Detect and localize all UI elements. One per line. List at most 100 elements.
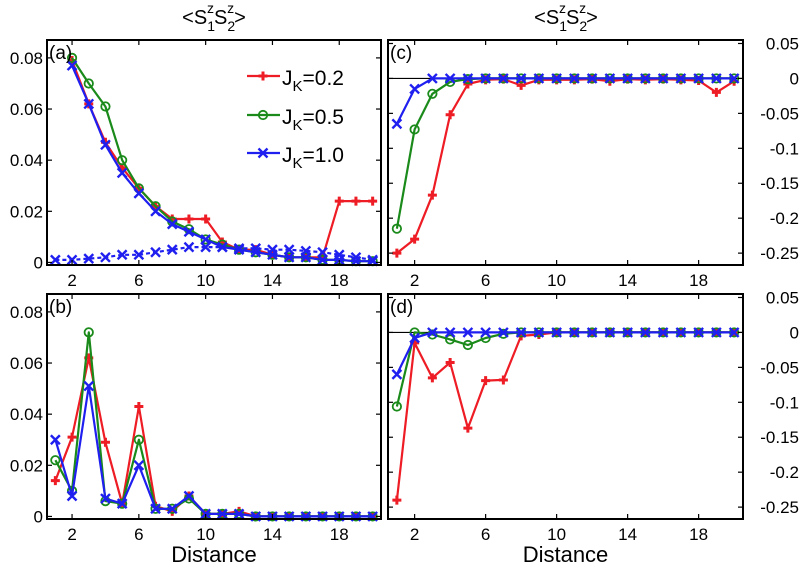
legend-entry-1 bbox=[247, 71, 280, 81]
series-line-3 bbox=[54, 384, 373, 518]
data-point bbox=[533, 327, 545, 338]
data-point bbox=[67, 432, 77, 442]
data-point bbox=[83, 98, 95, 110]
data-point bbox=[711, 73, 722, 84]
data-point bbox=[150, 246, 161, 258]
x-tick-label: 6 bbox=[481, 525, 490, 544]
y-tick-label: 0 bbox=[34, 507, 43, 526]
series-line-3 bbox=[395, 77, 735, 125]
data-point bbox=[410, 234, 420, 244]
data-point bbox=[66, 52, 78, 63]
x-tick-label: 18 bbox=[330, 525, 349, 544]
x-tick-label: 18 bbox=[330, 271, 349, 290]
data-point bbox=[116, 249, 128, 261]
data-point bbox=[657, 73, 669, 84]
series-line-4 bbox=[55, 246, 373, 261]
data-point bbox=[100, 437, 110, 447]
legend-label-0: JK=0.2 bbox=[282, 67, 344, 95]
data-point bbox=[66, 60, 78, 71]
data-point bbox=[83, 78, 94, 89]
legend-label-1: JK=0.5 bbox=[282, 106, 344, 134]
x-tick-label: 14 bbox=[263, 271, 282, 290]
data-point bbox=[217, 241, 228, 253]
data-point bbox=[100, 493, 111, 504]
data-point bbox=[515, 327, 527, 338]
data-point bbox=[622, 73, 633, 84]
data-point bbox=[533, 73, 545, 84]
data-point bbox=[116, 167, 128, 179]
x-tick-label: 18 bbox=[689, 525, 708, 544]
y-tick-label: -0.05 bbox=[760, 358, 799, 377]
data-point bbox=[392, 248, 402, 258]
plot-frame bbox=[46, 39, 382, 266]
data-point bbox=[166, 218, 178, 230]
x-tick-label: 2 bbox=[67, 525, 76, 544]
y-tick-label: 0.02 bbox=[10, 456, 43, 475]
data-point bbox=[183, 226, 195, 238]
data-point bbox=[444, 73, 456, 84]
y-tick-label: -0.1 bbox=[770, 139, 799, 158]
data-point bbox=[711, 87, 721, 97]
data-point bbox=[351, 196, 361, 206]
data-point bbox=[83, 327, 94, 338]
data-point bbox=[409, 83, 420, 95]
x-tick-label: 14 bbox=[263, 525, 282, 544]
data-point bbox=[604, 73, 616, 84]
panel-label: (d) bbox=[390, 297, 413, 318]
panel-c: 2 6 10 14 18 0.05 0 -0.05 -0.1 -0.15 -0.2 -0.25 (c) bbox=[387, 34, 799, 290]
data-point bbox=[367, 254, 378, 266]
data-point bbox=[66, 254, 78, 266]
data-point bbox=[334, 196, 344, 206]
data-point bbox=[117, 155, 128, 166]
data-point bbox=[693, 73, 704, 84]
panel-b: 2 6 10 14 18 0 0.02 0.04 0.06 0.08 (b) Distance bbox=[10, 293, 382, 567]
data-point bbox=[83, 380, 95, 392]
series-line-2 bbox=[395, 77, 735, 229]
y-tick-label: 0.08 bbox=[10, 49, 43, 68]
data-point bbox=[133, 188, 145, 199]
y-tick-label: -0.15 bbox=[760, 428, 799, 447]
panel-label: (b) bbox=[49, 297, 72, 318]
y-tick-label: 0.06 bbox=[10, 100, 43, 119]
legend: JK=0.2 JK=0.5 JK=1.0 bbox=[247, 67, 344, 172]
y-tick-label: -0.25 bbox=[760, 498, 799, 517]
data-point bbox=[462, 339, 473, 351]
data-point bbox=[201, 214, 211, 224]
data-point bbox=[728, 73, 740, 84]
data-point bbox=[166, 244, 178, 256]
data-point bbox=[233, 243, 245, 254]
data-point bbox=[133, 434, 144, 445]
data-point bbox=[150, 503, 161, 515]
data-point bbox=[480, 327, 491, 338]
data-point bbox=[409, 124, 420, 135]
y-tick-label: 0.04 bbox=[10, 151, 43, 170]
data-point bbox=[150, 205, 161, 217]
x-tick-label: 6 bbox=[134, 271, 143, 290]
data-point bbox=[622, 327, 633, 338]
y-tick-label: -0.05 bbox=[760, 104, 799, 123]
data-point bbox=[444, 327, 456, 338]
x-tick-label: 6 bbox=[481, 271, 490, 290]
y-tick-label: -0.2 bbox=[770, 209, 799, 228]
data-point bbox=[183, 241, 195, 253]
data-point bbox=[427, 73, 438, 84]
panel-a: 2 6 10 14 18 0 0.02 0.04 0.06 0.08 (a) bbox=[10, 39, 382, 290]
x-tick-label: 14 bbox=[618, 271, 637, 290]
data-point bbox=[83, 253, 95, 264]
data-point bbox=[675, 327, 687, 338]
x-tick-label: 10 bbox=[196, 271, 215, 290]
data-point bbox=[350, 251, 362, 263]
data-point bbox=[462, 327, 474, 338]
data-point bbox=[551, 327, 562, 338]
data-point bbox=[409, 332, 420, 344]
data-point bbox=[133, 249, 145, 261]
data-point bbox=[498, 73, 509, 84]
panel-label: (c) bbox=[390, 43, 412, 64]
y-tick-label: 0 bbox=[790, 69, 799, 88]
series-line-3 bbox=[395, 331, 735, 375]
data-point bbox=[100, 139, 111, 151]
legend-marker bbox=[258, 71, 268, 81]
data-point bbox=[50, 476, 60, 486]
data-point bbox=[462, 73, 474, 84]
